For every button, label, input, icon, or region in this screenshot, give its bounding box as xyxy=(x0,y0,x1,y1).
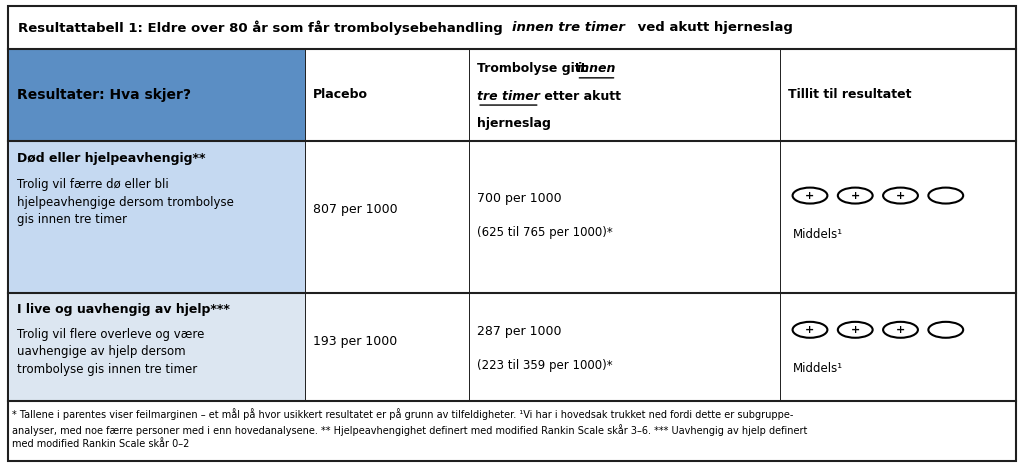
Text: Placebo: Placebo xyxy=(313,89,369,101)
Bar xyxy=(9,49,305,141)
Text: I live og uavhengig av hjelp***: I live og uavhengig av hjelp*** xyxy=(17,303,230,317)
Text: 807 per 1000: 807 per 1000 xyxy=(313,203,398,216)
Text: Resultattabell 1: Eldre over 80 år som får trombolysebehandling: Resultattabell 1: Eldre over 80 år som f… xyxy=(18,20,508,35)
Text: 287 per 1000: 287 per 1000 xyxy=(477,325,562,339)
Text: Resultater: Hva skjer?: Resultater: Hva skjer? xyxy=(17,88,191,102)
Text: +: + xyxy=(896,325,905,335)
Text: (625 til 765 per 1000)*: (625 til 765 per 1000)* xyxy=(477,226,613,239)
Text: Middels¹: Middels¹ xyxy=(793,227,843,241)
Text: 700 per 1000: 700 per 1000 xyxy=(477,192,562,205)
Text: 193 per 1000: 193 per 1000 xyxy=(313,335,397,348)
Text: +: + xyxy=(896,190,905,201)
Text: Død eller hjelpeavhengig**: Død eller hjelpeavhengig** xyxy=(17,152,206,166)
Text: * Tallene i parentes viser feilmarginen – et mål på hvor usikkert resultatet er : * Tallene i parentes viser feilmarginen … xyxy=(12,408,808,449)
Text: ved akutt hjerneslag: ved akutt hjerneslag xyxy=(633,21,793,34)
Text: tre timer: tre timer xyxy=(477,90,540,103)
Text: +: + xyxy=(805,325,815,335)
Text: etter akutt: etter akutt xyxy=(540,90,621,103)
Text: innen: innen xyxy=(577,62,615,76)
Bar xyxy=(9,293,305,401)
Text: +: + xyxy=(851,190,860,201)
Text: innen tre timer: innen tre timer xyxy=(512,21,625,34)
Text: +: + xyxy=(805,190,815,201)
Text: hjerneslag: hjerneslag xyxy=(477,117,551,130)
Bar xyxy=(9,141,305,293)
Text: (223 til 359 per 1000)*: (223 til 359 per 1000)* xyxy=(477,359,612,372)
Text: Middels¹: Middels¹ xyxy=(793,362,843,375)
Text: Trolig vil færre dø eller bli
hjelpeavhengige dersom trombolyse
gis innen tre ti: Trolig vil færre dø eller bli hjelpeavhe… xyxy=(17,178,234,226)
Text: Trombolyse gitt: Trombolyse gitt xyxy=(477,62,591,76)
Text: +: + xyxy=(851,325,860,335)
Text: Trolig vil flere overleve og være
uavhengige av hjelp dersom
trombolyse gis inne: Trolig vil flere overleve og være uavhen… xyxy=(17,328,205,376)
Text: Tillit til resultatet: Tillit til resultatet xyxy=(788,89,912,101)
